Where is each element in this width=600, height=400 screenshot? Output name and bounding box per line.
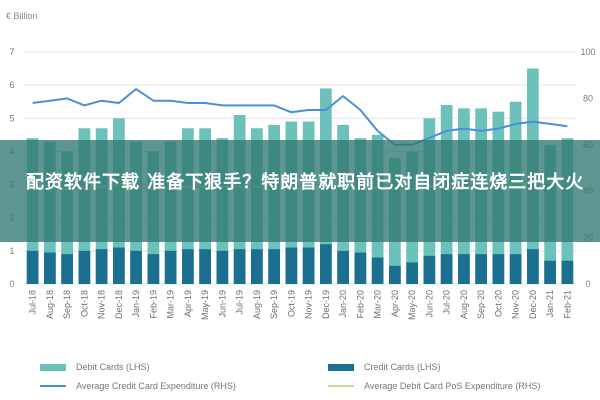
credit-bar [61, 254, 73, 284]
legend-swatch-avg-credit-expenditure [40, 385, 66, 387]
credit-bar [527, 249, 539, 284]
x-tick-label: Mar-20 [373, 290, 383, 319]
x-tick-label: Aug-19 [252, 290, 262, 319]
x-tick-label: Oct-18 [79, 290, 89, 317]
x-tick-label: Feb-19 [148, 290, 158, 319]
credit-bar [95, 249, 108, 284]
x-tick-label: Jun-19 [217, 290, 227, 318]
y-axis-unit-label: € Billion [6, 11, 38, 21]
x-tick-label: Sep-20 [476, 290, 486, 319]
credit-bar [113, 247, 125, 284]
x-tick-label: Feb-20 [355, 290, 365, 319]
legend-swatch-credit-cards [328, 363, 354, 371]
y-left-tick-label: 1 [9, 246, 14, 256]
credit-bar [389, 265, 401, 284]
credit-bar [492, 254, 505, 284]
credit-bar [371, 257, 384, 284]
legend-item-debit-cards: Debit Cards (LHS) [40, 362, 150, 372]
y-left-tick-label: 5 [9, 113, 14, 123]
credit-bar [216, 250, 229, 284]
credit-bar [509, 254, 522, 284]
credit-bar [440, 254, 453, 284]
x-tick-label: Jan-20 [338, 290, 348, 318]
legend-label-avg-debit-pos-expenditure: Average Debit Card PoS Expenditure (RHS) [364, 381, 541, 391]
avg-credit-expenditure-line [32, 88, 568, 146]
y-right-tick-label: 100 [580, 47, 595, 57]
legend-item-credit-cards: Credit Cards (LHS) [328, 362, 441, 372]
x-tick-label: Dec-20 [528, 290, 538, 319]
credit-bar [164, 250, 177, 284]
credit-bar [337, 250, 349, 284]
legend-item-avg-debit-pos-expenditure: Average Debit Card PoS Expenditure (RHS) [328, 381, 540, 391]
credit-bar [320, 244, 332, 284]
legend-label-debit-cards: Debit Cards (LHS) [76, 362, 150, 372]
x-tick-label: Aug-18 [45, 290, 55, 319]
x-tick-label: Dec-18 [114, 290, 124, 319]
x-tick-label: Dec-19 [321, 290, 331, 319]
x-tick-label: Nov-20 [511, 290, 521, 319]
credit-bar [78, 250, 91, 284]
credit-bar [544, 260, 556, 284]
x-tick-label: Mar-19 [166, 290, 176, 319]
y-left-tick-label: 6 [9, 80, 14, 90]
credit-bar [147, 254, 160, 284]
legend-label-avg-credit-expenditure: Average Credit Card Expenditure (RHS) [76, 381, 236, 391]
x-tick-label: Jul-18 [28, 290, 38, 315]
x-tick-label: Sep-18 [62, 290, 72, 319]
x-tick-label: Jan-21 [545, 290, 555, 318]
credit-bar [26, 250, 39, 284]
y-right-tick-label: 80 [583, 93, 593, 103]
y-left-tick-label: 7 [9, 47, 14, 57]
credit-bar [251, 249, 263, 284]
credit-bar [44, 252, 56, 284]
credit-bar [130, 250, 142, 284]
x-tick-label: Feb-21 [562, 290, 572, 319]
credit-bar [475, 254, 487, 284]
x-tick-label: Aug-20 [459, 290, 469, 319]
legend-label-credit-cards: Credit Cards (LHS) [364, 362, 441, 372]
x-tick-label: Jun-20 [424, 290, 434, 318]
legend-swatch-debit-cards [40, 363, 66, 371]
credit-bar [354, 252, 367, 284]
x-tick-label: May-20 [407, 290, 417, 320]
y-left-tick-label: 0 [9, 279, 14, 289]
credit-bar [182, 249, 194, 284]
credit-bar [268, 249, 280, 284]
x-tick-label: Oct-20 [493, 290, 503, 317]
headline-text[interactable]: 配资软件下载 准备下狠手？特朗普就职前已对自闭症连烧三把大火 [26, 172, 585, 193]
x-tick-label: Apr-20 [390, 290, 400, 317]
y-right-tick-label: 0 [585, 279, 590, 289]
x-tick-label: May-19 [200, 290, 210, 320]
legend: Debit Cards (LHS) Credit Cards (LHS) Ave… [0, 360, 600, 400]
x-tick-label: Jul-20 [442, 290, 452, 315]
x-tick-label: Sep-19 [269, 290, 279, 319]
x-tick-label: Nov-18 [97, 290, 107, 319]
credit-bar [233, 249, 246, 284]
credit-bar [406, 262, 418, 284]
x-tick-label: Jul-19 [235, 290, 245, 315]
legend-swatch-avg-debit-pos-expenditure [328, 385, 354, 387]
credit-bar [285, 247, 298, 284]
credit-bar [458, 254, 470, 284]
x-tick-label: Apr-19 [183, 290, 193, 317]
x-tick-label: Oct-19 [286, 290, 296, 317]
headline-banner[interactable]: 配资软件下载 准备下狠手？特朗普就职前已对自闭症连烧三把大火 [0, 140, 600, 242]
credit-bar [199, 249, 211, 284]
credit-bar [423, 255, 436, 284]
x-tick-label: Nov-19 [304, 290, 314, 319]
x-tick-label: Jan-19 [131, 290, 141, 318]
legend-item-avg-credit-expenditure: Average Credit Card Expenditure (RHS) [40, 381, 236, 391]
credit-bar [561, 260, 574, 284]
credit-bar [302, 247, 315, 284]
